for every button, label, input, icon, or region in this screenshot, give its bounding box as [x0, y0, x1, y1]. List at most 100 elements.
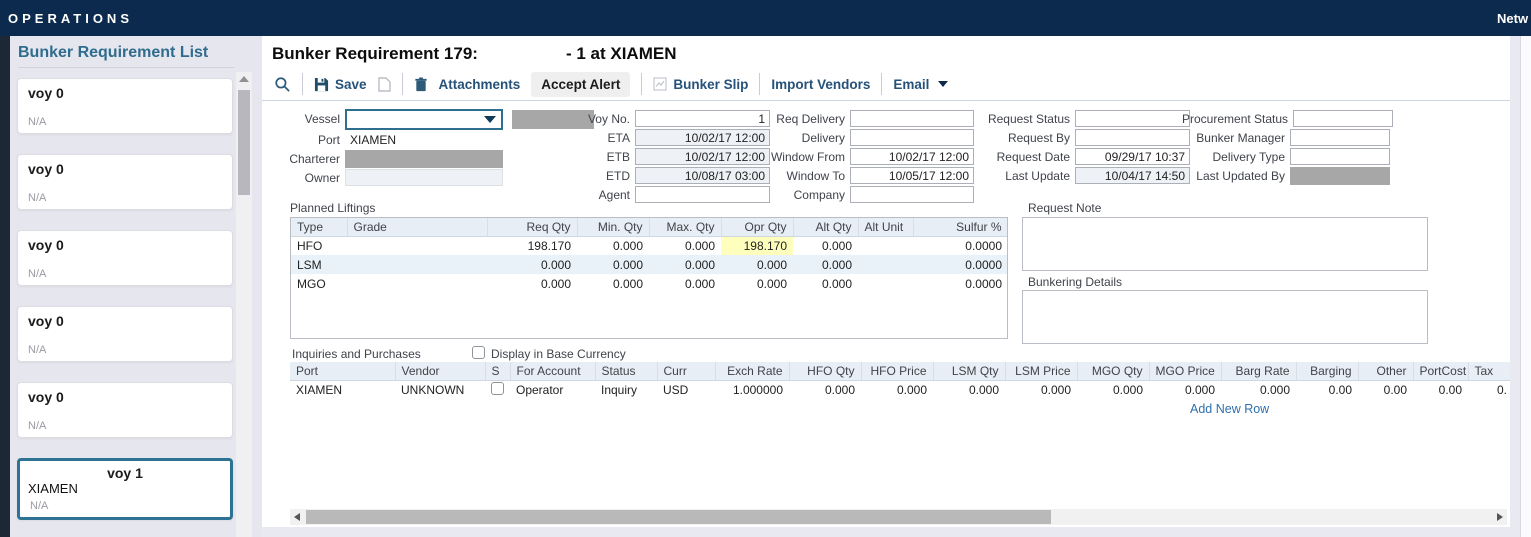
sidebar-scrollbar[interactable] [236, 72, 252, 537]
cell-grade[interactable] [347, 274, 487, 293]
list-item-voyage[interactable]: voy 0 N/A [17, 154, 233, 210]
base-currency-checkbox[interactable] [472, 346, 485, 359]
cell-alt-unit[interactable] [858, 236, 913, 255]
delivery-field[interactable] [850, 129, 974, 146]
voyage-title: voy 0 [28, 85, 64, 101]
cell-hfo-price[interactable]: 0.000 [896, 382, 927, 397]
cell-alt-unit[interactable] [858, 255, 913, 274]
port-field[interactable]: XIAMEN [350, 132, 397, 147]
cell-min-qty[interactable]: 0.000 [612, 276, 643, 291]
email-dropdown-button[interactable]: Email [893, 77, 949, 92]
search-button[interactable] [274, 76, 291, 93]
bunker-slip-label: Bunker Slip [673, 76, 749, 92]
procurement-status-field[interactable] [1293, 110, 1394, 127]
cell-barging[interactable]: 0.00 [1328, 382, 1352, 397]
request-status-field[interactable] [1075, 110, 1190, 127]
cell-opr-qty[interactable]: 0.000 [756, 276, 787, 291]
cell-type[interactable]: LSM [291, 255, 347, 274]
cell-opr-qty-highlighted[interactable]: 198.170 [721, 236, 793, 255]
request-note-textarea[interactable] [1022, 217, 1428, 271]
list-item-voyage-selected[interactable]: voy 1 XIAMEN N/A [17, 458, 233, 520]
company-field[interactable] [850, 186, 974, 203]
cell-alt-qty[interactable]: 0.000 [821, 238, 852, 253]
request-by-field[interactable] [1075, 129, 1190, 146]
cell-sulfur[interactable]: 0.0000 [965, 276, 1002, 291]
cell-type[interactable]: HFO [297, 238, 323, 253]
cell-lsm-price[interactable]: 0.000 [1040, 382, 1071, 397]
cell-opr-qty[interactable]: 0.000 [721, 255, 793, 274]
cell-req-qty[interactable]: 0.000 [540, 276, 571, 291]
table-row-hfo[interactable]: HFO 198.170 0.000 0.000 198.170 0.000 0.… [291, 236, 1007, 255]
req-delivery-field[interactable] [850, 110, 974, 127]
cell-s-checkbox-cell [485, 380, 510, 399]
cell-min-qty[interactable]: 0.000 [577, 255, 649, 274]
cell-min-qty[interactable]: 0.000 [612, 238, 643, 253]
cell-grade[interactable] [347, 236, 487, 255]
horizontal-scrollbar[interactable] [290, 509, 1507, 525]
window-scrollbar-track[interactable] [1520, 36, 1531, 537]
cell-type[interactable]: MGO [297, 276, 326, 291]
table-row-lsm[interactable]: LSM 0.000 0.000 0.000 0.000 0.000 0.0000 [291, 255, 1007, 274]
cell-curr[interactable]: USD [663, 382, 689, 397]
list-item-voyage[interactable]: voy 0 N/A [17, 382, 233, 438]
list-item-voyage[interactable]: voy 0 N/A [17, 230, 233, 286]
cell-barg-rate[interactable]: 0.000 [1259, 382, 1290, 397]
cell-max-qty[interactable]: 0.000 [684, 238, 715, 253]
delivery-type-field[interactable] [1290, 148, 1390, 165]
cell-sulfur[interactable]: 0.0000 [913, 255, 1007, 274]
cell-max-qty[interactable]: 0.000 [649, 255, 721, 274]
cell-alt-qty[interactable]: 0.000 [793, 255, 858, 274]
scroll-up-arrow-icon[interactable] [239, 76, 249, 82]
cell-hfo-qty[interactable]: 0.000 [824, 382, 855, 397]
table-row-inquiry[interactable]: XIAMEN UNKNOWN Operator Inquiry USD 1.00… [290, 380, 1510, 399]
voy-no-field[interactable]: 1 [635, 110, 770, 127]
row-select-checkbox[interactable] [491, 381, 504, 395]
cell-alt-unit[interactable] [858, 274, 913, 293]
agent-field[interactable] [635, 186, 770, 203]
procurement-status-label: Procurement Status [1182, 111, 1289, 126]
list-item-voyage[interactable]: voy 0 N/A [17, 306, 233, 362]
add-new-row-link[interactable]: Add New Row [1190, 402, 1270, 416]
cell-grade[interactable] [347, 255, 487, 274]
cell-portcost[interactable]: 0.00 [1438, 382, 1462, 397]
col-type: Type [291, 218, 348, 237]
cell-status[interactable]: Inquiry [601, 382, 638, 397]
cell-lsm-qty[interactable]: 0.000 [968, 382, 999, 397]
cell-max-qty[interactable]: 0.000 [684, 276, 715, 291]
cell-exch-rate[interactable]: 1.000000 [732, 382, 783, 397]
import-vendors-button[interactable]: Import Vendors [771, 77, 870, 92]
cell-port[interactable]: XIAMEN [296, 382, 343, 397]
sidebar-scrollbar-thumb[interactable] [238, 90, 250, 195]
cell-sulfur[interactable]: 0.0000 [965, 238, 1002, 253]
table-row-mgo[interactable]: MGO 0.000 0.000 0.000 0.000 0.000 0.0000 [291, 274, 1007, 293]
window-from-field[interactable]: 10/02/17 12:00 [850, 148, 974, 165]
list-item-voyage[interactable]: voy 0 N/A [17, 78, 233, 134]
cell-other[interactable]: 0.00 [1383, 382, 1407, 397]
company-label: Company [793, 187, 845, 202]
module-title: OPERATIONS [8, 11, 133, 26]
scroll-right-arrow-icon[interactable] [1497, 513, 1503, 521]
cell-req-qty[interactable]: 0.000 [487, 255, 577, 274]
window-to-field[interactable]: 10/05/17 12:00 [850, 167, 974, 184]
cell-vendor[interactable]: UNKNOWN [401, 382, 465, 397]
cell-req-qty[interactable]: 198.170 [527, 238, 571, 253]
cell-mgo-qty[interactable]: 0.000 [1112, 382, 1143, 397]
horizontal-scrollbar-thumb[interactable] [306, 510, 1051, 524]
accept-alert-button[interactable]: Accept Alert [531, 71, 631, 97]
bunkering-details-textarea[interactable] [1022, 290, 1428, 344]
cell-tax[interactable]: 0. [1496, 382, 1507, 397]
cell-mgo-price[interactable]: 0.000 [1184, 382, 1215, 397]
scroll-left-arrow-icon[interactable] [294, 513, 300, 521]
bunker-manager-field[interactable] [1290, 129, 1390, 146]
delete-button[interactable] [414, 76, 428, 92]
new-document-button[interactable] [377, 76, 391, 92]
top-right-link[interactable]: Netw [1497, 11, 1529, 26]
col-barg-rate: Barg Rate [1221, 362, 1297, 381]
save-button[interactable]: Save [314, 77, 367, 92]
request-date-field[interactable]: 09/29/17 10:37 [1075, 148, 1190, 165]
bunker-slip-button[interactable]: Bunker Slip [653, 77, 748, 92]
cell-for-account[interactable]: Operator [516, 382, 564, 397]
vessel-select[interactable] [345, 108, 503, 130]
cell-alt-qty[interactable]: 0.000 [821, 276, 852, 291]
attachments-button[interactable]: Attachments [439, 77, 521, 92]
